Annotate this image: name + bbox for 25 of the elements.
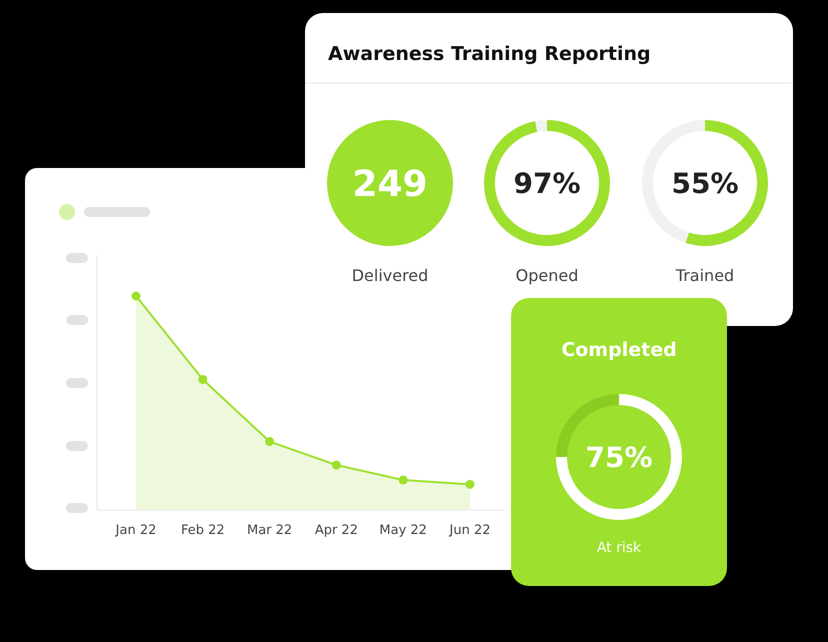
point — [398, 476, 408, 485]
data-label: 55% — [671, 167, 739, 200]
point — [332, 460, 341, 470]
text: Trained — [674, 266, 734, 285]
data-label: 249 — [352, 164, 428, 205]
x-tick-label: Mar 22 — [247, 523, 292, 538]
text: Awareness Training Reporting — [328, 43, 651, 65]
data-label: 75% — [585, 441, 653, 474]
x-tick-label: Jun 22 — [448, 523, 490, 538]
point — [132, 292, 140, 300]
donut-slice — [556, 394, 682, 520]
x-tick-label: May 22 — [379, 523, 427, 538]
x-tick-label: Jan 22 — [114, 523, 156, 538]
data-label: 97% — [513, 167, 581, 200]
donut-slice — [484, 120, 610, 246]
text: At risk — [596, 540, 642, 556]
point — [198, 374, 208, 384]
x-tick-label: Apr 22 — [314, 523, 358, 538]
text: Opened — [516, 266, 578, 285]
point — [265, 437, 274, 446]
donut-slice — [535, 120, 547, 132]
chart-title: Completed — [561, 339, 677, 361]
point — [466, 480, 474, 489]
x-tick-label: Feb 22 — [180, 523, 225, 538]
category-label: Delivered — [352, 266, 428, 285]
